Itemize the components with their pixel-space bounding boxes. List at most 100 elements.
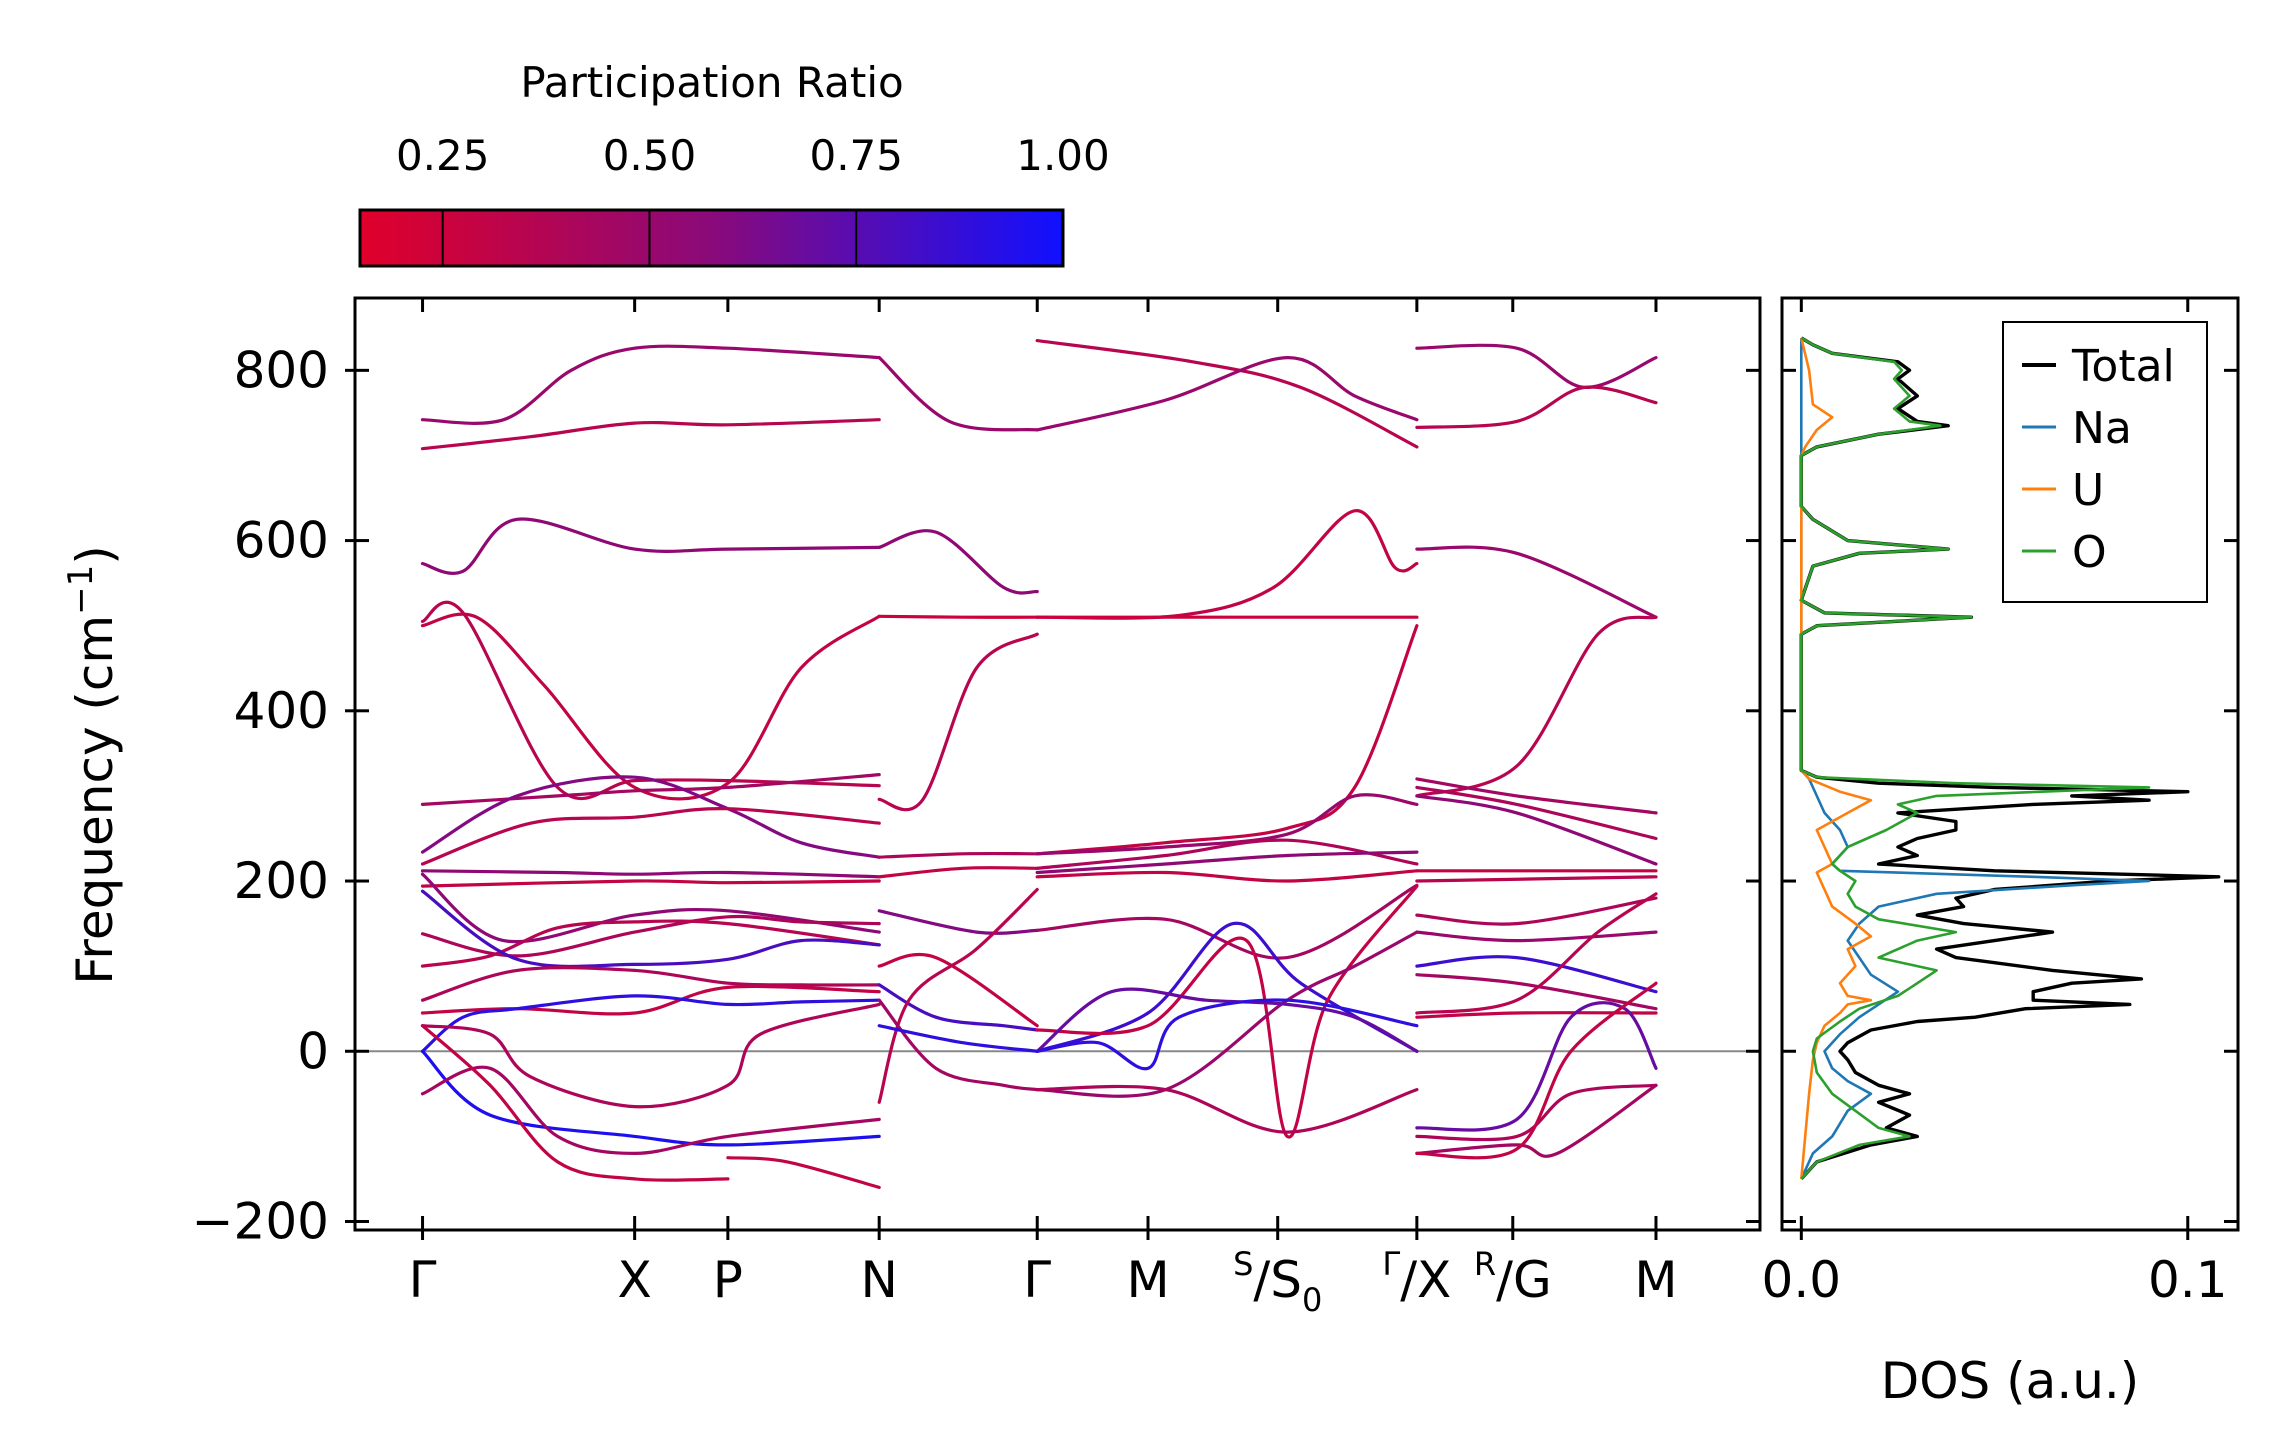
phonon-band — [420, 600, 881, 801]
phonon-band — [1415, 1011, 1658, 1019]
dos-axes-frame — [1780, 296, 2240, 1232]
colorbar-title: Participation Ratio — [520, 58, 903, 107]
high-symmetry-label: S/S0 — [1233, 1245, 1322, 1319]
phonon-band — [1035, 624, 1419, 856]
legend-label: Total — [2071, 341, 2175, 392]
legend-box — [2002, 321, 2208, 603]
colorbar-tick-label: 0.75 — [809, 131, 903, 180]
dos-series-o — [1800, 336, 2151, 1180]
colorbar-gradient — [358, 208, 1065, 268]
phonon-band — [420, 418, 881, 451]
phonon-band — [1415, 785, 1658, 841]
phonon-band — [1415, 1083, 1658, 1142]
dos-legend: Total Na UO — [2002, 321, 2208, 603]
high-symmetry-label: R/G — [1474, 1245, 1552, 1309]
phonon-band — [1035, 998, 1419, 1071]
y-tick-label: 200 — [234, 852, 329, 910]
phonon-band — [1415, 896, 1658, 926]
phonon-band — [420, 612, 881, 801]
colorbar-tick-label: 0.50 — [603, 131, 697, 180]
phonon-band — [726, 1156, 881, 1189]
phonon-band — [877, 866, 1039, 879]
phonon-band — [420, 807, 881, 866]
phonon-band — [1415, 892, 1658, 1015]
phonon-band — [877, 632, 1039, 812]
phonon-band — [1415, 1083, 1658, 1158]
high-symmetry-label: M — [1634, 1251, 1677, 1309]
y-tick-label: 400 — [234, 682, 329, 740]
dos-x-tick-label: 0.1 — [2148, 1251, 2228, 1309]
phonon-band — [1035, 930, 1419, 1098]
dos-series-na — [1800, 338, 2151, 1180]
y-tick-label: 800 — [234, 341, 329, 399]
phonon-band — [1415, 343, 1658, 390]
phonon-band — [1415, 955, 1658, 994]
dos-y-ticks — [1782, 368, 2238, 1223]
phonon-band — [420, 966, 881, 1002]
legend-label: O — [2072, 527, 2107, 578]
dos-x-tick-label: 0.0 — [1762, 1251, 1842, 1309]
phonon-band — [877, 529, 1039, 595]
phonon-band — [1415, 1001, 1658, 1132]
phonon-band — [1415, 981, 1658, 1160]
y-tick-label: −200 — [192, 1192, 329, 1250]
high-symmetry-label: X — [618, 1251, 652, 1309]
phonon-band — [420, 1049, 881, 1147]
phonon-band — [420, 919, 881, 968]
phonon-band — [1035, 793, 1419, 856]
phonon-band — [1415, 777, 1658, 815]
band-x-ticks: Γ X P N Γ M S/S0 Γ/X R/G M — [409, 298, 1678, 1319]
legend-label: U — [2072, 465, 2104, 516]
phonon-band — [1035, 883, 1419, 960]
phonon-band — [1415, 615, 1658, 798]
phonon-band — [877, 356, 1039, 432]
phonon-band — [1415, 973, 1658, 1011]
band-axes-frame — [353, 296, 1762, 1232]
phonon-band — [1415, 930, 1658, 943]
phonon-band — [1035, 850, 1419, 875]
phonon-band — [420, 517, 881, 575]
dos-x-axis-title: DOS (a.u.) — [1881, 1352, 2140, 1410]
colorbar: Participation Ratio 0.25 0.50 0.75 1.00 — [358, 58, 1110, 268]
phonon-band — [420, 872, 881, 944]
high-symmetry-label: M — [1126, 1251, 1169, 1309]
high-symmetry-label: Γ — [409, 1251, 437, 1309]
phonon-band — [877, 983, 1039, 1032]
high-symmetry-label: N — [860, 1251, 897, 1309]
dos-panel: 0.0 0.1 DOS (a.u.) Total Na UO — [1762, 296, 2240, 1410]
band-structure-panel: −200 0 200 400 600 800 Γ X P N Γ M S/S0 Γ/X R/G M Freq… — [61, 296, 1762, 1319]
y-tick-label: 0 — [297, 1022, 329, 1080]
dos-series-u — [1800, 337, 1873, 1180]
phonon-band — [1035, 339, 1419, 449]
phonon-band — [1415, 794, 1658, 866]
band-gridlines — [876, 298, 1420, 1230]
phonon-band — [877, 851, 1039, 859]
phonon-band — [1415, 385, 1658, 429]
colorbar-ticks: 0.25 0.50 0.75 1.00 — [396, 131, 1110, 266]
phonon-band — [420, 775, 881, 859]
phonon-band — [1415, 545, 1658, 619]
phonon-band — [1035, 869, 1419, 883]
colorbar-tick-label: 1.00 — [1016, 131, 1110, 180]
phonon-band — [877, 952, 1039, 1028]
phonon-band — [1035, 838, 1419, 870]
band-y-axis-title: Frequency (cm−1) — [61, 545, 124, 985]
dos-x-ticks: 0.0 0.1 — [1762, 298, 2228, 1309]
phonon-band — [1035, 355, 1419, 432]
phonon-band — [1035, 1084, 1419, 1134]
phonon-band — [877, 614, 1039, 619]
phonon-band — [420, 1024, 730, 1182]
dos-lines — [1799, 336, 2221, 1181]
phonon-band — [420, 879, 881, 888]
phonon-band — [1035, 884, 1419, 1139]
phonon-band — [420, 994, 881, 1053]
phonon-band — [420, 1065, 881, 1156]
band-lines — [420, 339, 1658, 1189]
legend-label: Na — [2072, 403, 2132, 454]
phonon-band — [877, 1024, 1039, 1053]
phonon-band — [877, 887, 1039, 1104]
y-tick-label: 600 — [234, 512, 329, 570]
high-symmetry-label: Γ/X — [1382, 1245, 1451, 1309]
phonon-band — [1415, 875, 1658, 883]
